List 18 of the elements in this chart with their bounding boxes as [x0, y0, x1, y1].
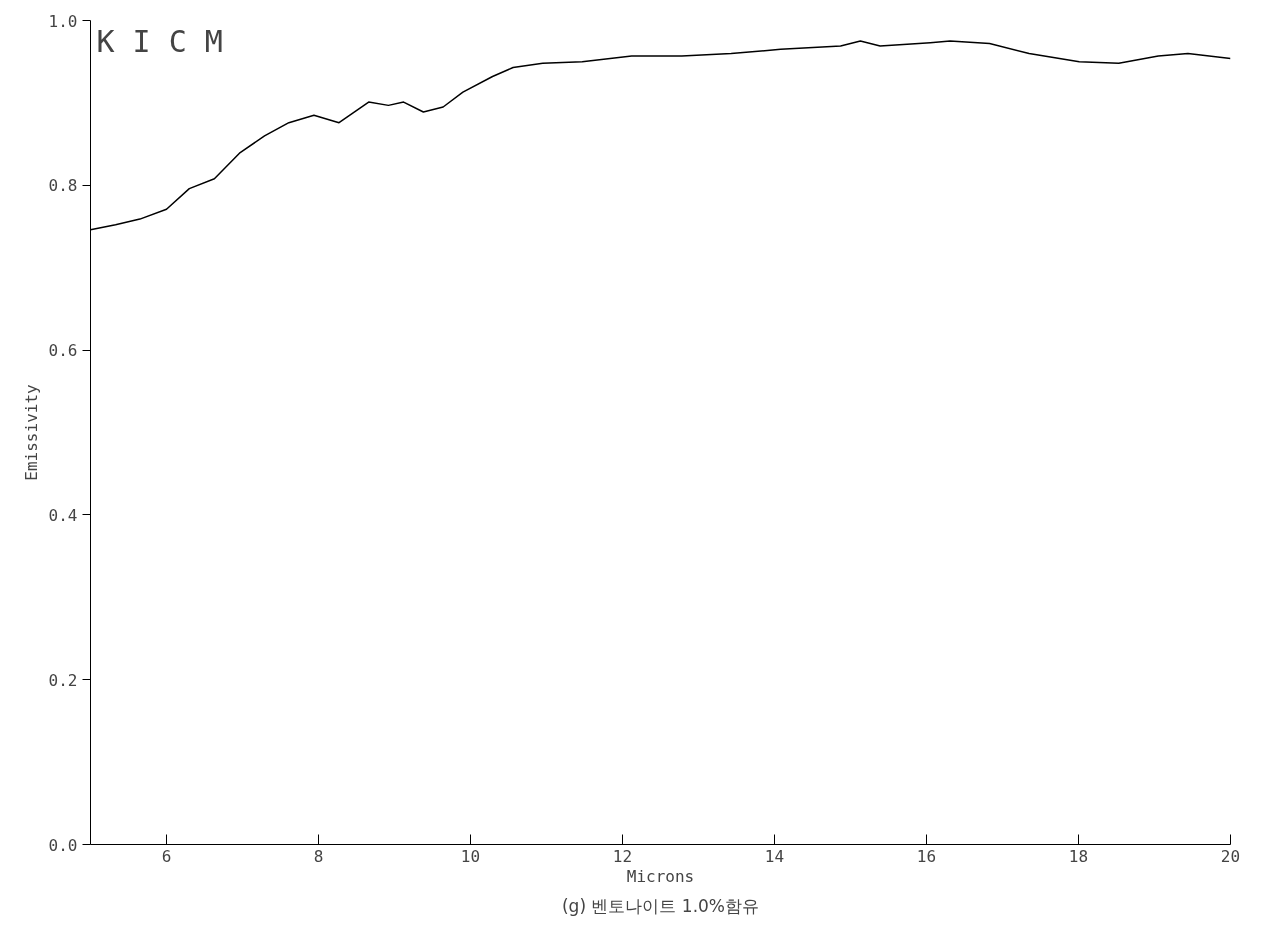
x-tick-label: 18	[1068, 846, 1089, 866]
y-tick-label: 0.4	[48, 505, 78, 525]
x-tick-label: 12	[612, 846, 633, 866]
x-tick-label: 14	[764, 846, 785, 866]
x-tick-label: 16	[916, 846, 937, 866]
x-tick-label: 10	[460, 846, 481, 866]
x-axis-title: Microns	[626, 866, 695, 886]
y-tick-label: 1.0	[48, 11, 78, 31]
annotation: K I C M	[96, 23, 223, 59]
x-tick-label: 6	[161, 846, 172, 866]
text: (g) 벤토나이트 1.0%함유	[561, 895, 760, 916]
y-tick-label: 0.2	[48, 670, 78, 690]
y-tick-label: 0.0	[48, 835, 78, 855]
y-tick-label: 0.8	[48, 176, 78, 196]
x-tick-label: 20	[1220, 846, 1241, 866]
x-tick-label: 8	[313, 846, 324, 866]
y-tick-label: 0.6	[48, 341, 78, 361]
y-axis-title: Emissivity	[21, 383, 41, 481]
